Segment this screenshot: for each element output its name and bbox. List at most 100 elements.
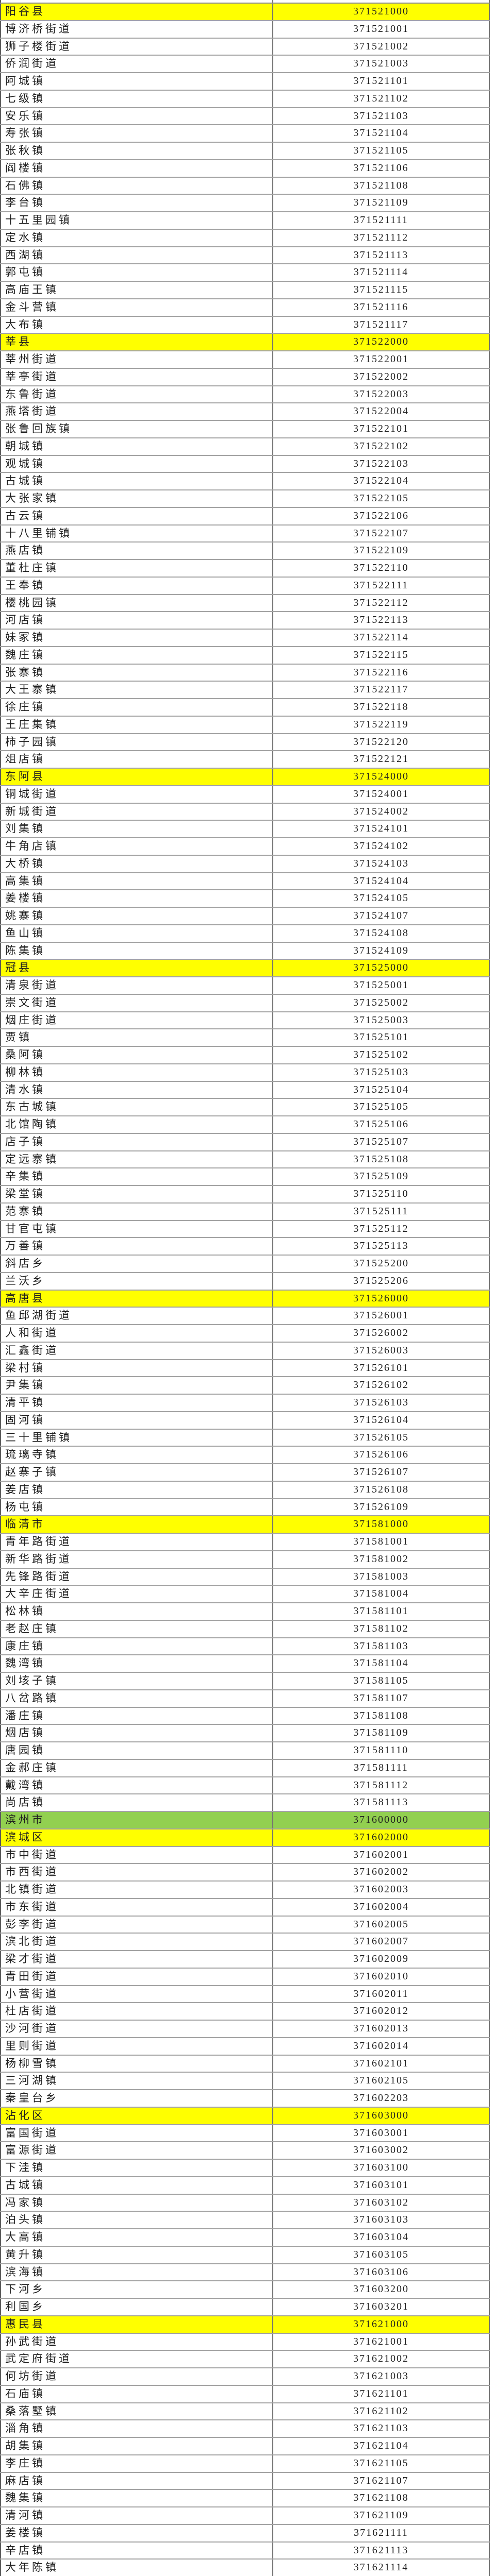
table-row: 侨润街道 371521003: [0, 56, 490, 73]
table-row: 鱼山镇 371524108: [0, 925, 490, 943]
table-row: 下洼镇 371603100: [0, 2160, 490, 2177]
table-row: 古城镇 371522104: [0, 473, 490, 490]
division-name-cell: 冠县: [0, 960, 273, 976]
table-row: 富源街道 371603002: [0, 2142, 490, 2160]
division-code-cell: 371525110: [273, 1186, 490, 1202]
table-row: 古云镇 371522106: [0, 507, 490, 526]
division-code-cell: 371603100: [273, 2160, 490, 2176]
division-name-cell: 清水镇: [0, 1081, 273, 1098]
city-header-row: 滨州市 371600000: [0, 1812, 490, 1829]
division-code-cell: 371522121: [273, 751, 490, 768]
table-row: 古城镇 371603101: [0, 2177, 490, 2195]
division-name-cell: 市西街道: [0, 1864, 273, 1880]
table-row: 柿子园镇 371522120: [0, 734, 490, 752]
division-name-cell: 燕塔街道: [0, 403, 273, 420]
table-row: 黄升镇 371603105: [0, 2246, 490, 2264]
table-row: 梁村镇 371526101: [0, 1360, 490, 1378]
division-name-cell: 何坊街道: [0, 2368, 273, 2385]
division-name-cell: 东阿县: [0, 769, 273, 785]
division-code-cell: 371524105: [273, 890, 490, 907]
division-name-cell: 固河镇: [0, 1412, 273, 1429]
table-row: 燕店镇 371522109: [0, 543, 490, 560]
division-name-cell: 崇文街道: [0, 994, 273, 1011]
division-code-cell: 371621104: [273, 2438, 490, 2454]
division-code-cell: 371581108: [273, 1707, 490, 1724]
table-row: 大辛庄街道 371581004: [0, 1586, 490, 1603]
division-code-cell: 371581101: [273, 1603, 490, 1620]
division-name-cell: 北镇街道: [0, 1882, 273, 1898]
division-code-cell: 371602013: [273, 2021, 490, 2037]
table-row: 杜店街道 371602012: [0, 2003, 490, 2021]
table-row: 十五里园镇 371521111: [0, 212, 490, 230]
table-row: 李庄镇 371621105: [0, 2455, 490, 2473]
division-name-cell: 燕店镇: [0, 543, 273, 559]
division-code-cell: 371522114: [273, 630, 490, 646]
division-code-cell: 371522101: [273, 421, 490, 437]
division-name-cell: 大高镇: [0, 2229, 273, 2246]
table-row: 魏集镇 371621108: [0, 2490, 490, 2507]
division-code-cell: 371621105: [273, 2455, 490, 2472]
division-code-cell: 371621003: [273, 2368, 490, 2385]
division-name-cell: 鱼山镇: [0, 925, 273, 942]
table-row: 七级镇 371521102: [0, 90, 490, 108]
division-name-cell: 金郝庄镇: [0, 1759, 273, 1776]
table-row: 姜楼镇 371621111: [0, 2524, 490, 2543]
table-row: 清水镇 371525104: [0, 1081, 490, 1099]
division-name-cell: 杜店街道: [0, 2003, 273, 2020]
division-code-cell: 371522102: [273, 438, 490, 455]
division-name-cell: 康庄镇: [0, 1638, 273, 1655]
division-name-cell: 魏集镇: [0, 2490, 273, 2506]
division-code-cell: 371521115: [273, 282, 490, 298]
division-code-cell: 371522106: [273, 507, 490, 524]
division-name-cell: 梁村镇: [0, 1360, 273, 1377]
table-row: 观城镇 371522103: [0, 455, 490, 473]
division-name-cell: 高唐县: [0, 1290, 273, 1307]
county-header-row: 临清市 371581000: [0, 1516, 490, 1534]
table-row: 大张家镇 371522105: [0, 490, 490, 508]
table-row: 西湖镇 371521113: [0, 247, 490, 265]
division-name-cell: 徐庄镇: [0, 699, 273, 716]
table-row: 市西街道 371602002: [0, 1864, 490, 1882]
division-name-cell: 大年陈镇: [0, 2560, 273, 2576]
division-code-cell: 371522111: [273, 577, 490, 594]
table-row: 清平镇 371526103: [0, 1395, 490, 1412]
division-name-cell: 潘庄镇: [0, 1707, 273, 1724]
division-code-cell: 371581001: [273, 1534, 490, 1550]
table-row: 清泉街道 371525001: [0, 977, 490, 995]
division-code-cell: 371602001: [273, 1846, 490, 1863]
division-name-cell: 万善镇: [0, 1238, 273, 1255]
division-name-cell: 李庄镇: [0, 2455, 273, 2472]
table-row: 新华路街道 371581002: [0, 1551, 490, 1569]
division-code-cell: 371521111: [273, 212, 490, 229]
table-row: 老赵庄镇 371581102: [0, 1620, 490, 1638]
division-code-cell: 371521113: [273, 247, 490, 264]
table-row: 利国乡 371603201: [0, 2299, 490, 2316]
division-code-cell: 371603002: [273, 2142, 490, 2159]
division-name-cell: 观城镇: [0, 455, 273, 472]
division-name-cell: 临清市: [0, 1516, 273, 1533]
division-code-cell: 371525200: [273, 1256, 490, 1272]
division-name-cell: 博济桥街道: [0, 21, 273, 38]
division-code-cell: 371521112: [273, 229, 490, 246]
division-code-cell: 371581109: [273, 1725, 490, 1741]
division-code-cell: 371581003: [273, 1568, 490, 1585]
division-code-cell: 371621002: [273, 2351, 490, 2367]
table-row: 张寨镇 371522116: [0, 664, 490, 682]
table-row: 徐庄镇 371522118: [0, 699, 490, 717]
table-row: 妹冢镇 371522114: [0, 630, 490, 647]
table-row: 王奉镇 371522111: [0, 577, 490, 595]
division-name-cell: 石佛镇: [0, 177, 273, 194]
division-name-cell: 市东街道: [0, 1899, 273, 1916]
division-name-cell: 陈集镇: [0, 942, 273, 959]
table-row: 高集镇 371524104: [0, 873, 490, 891]
division-code-cell: 371522003: [273, 386, 490, 403]
division-code-cell: 371621109: [273, 2507, 490, 2524]
division-code-cell: 371525108: [273, 1151, 490, 1168]
division-code-cell: 371526002: [273, 1325, 490, 1342]
division-name-cell: 李台镇: [0, 195, 273, 211]
division-code-cell: 371525106: [273, 1116, 490, 1133]
division-code-cell: 371603201: [273, 2299, 490, 2315]
table-row: 孙武街道 371621001: [0, 2333, 490, 2351]
table-row: 樱桃园镇 371522112: [0, 595, 490, 613]
table-row: 郭屯镇 371521114: [0, 264, 490, 282]
